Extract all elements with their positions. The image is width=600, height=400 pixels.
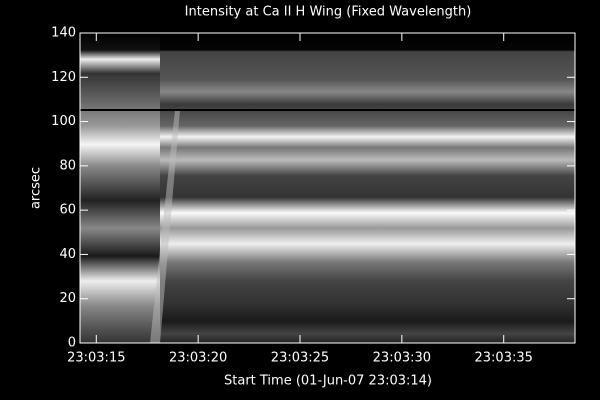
y-tick-label: 80	[59, 158, 76, 173]
image-left	[80, 33, 160, 343]
y-tick-label: 140	[51, 26, 76, 41]
x-tick-label: 23:03:35	[475, 351, 533, 366]
y-tick-label: 20	[59, 291, 76, 306]
x-tick-label: 23:03:30	[373, 351, 431, 366]
x-tick-label: 23:03:25	[271, 351, 329, 366]
y-tick-label: 40	[59, 247, 76, 262]
y-tick-label: 100	[51, 114, 76, 129]
plot-frame	[79, 32, 576, 344]
x-axis-label: Start Time (01-Jun-07 23:03:14)	[224, 374, 432, 389]
x-tick-label: 23:03:15	[67, 351, 125, 366]
x-tick-label: 23:03:20	[169, 351, 227, 366]
y-tick-label: 0	[68, 336, 76, 351]
y-tick-label: 120	[51, 70, 76, 85]
image-transition	[150, 110, 180, 343]
intensity-image	[80, 33, 575, 343]
y-tick-label: 60	[59, 203, 76, 218]
chart-title: Intensity at Ca II H Wing (Fixed Wavelen…	[185, 5, 472, 20]
y-axis-label: arcsec	[29, 167, 44, 209]
